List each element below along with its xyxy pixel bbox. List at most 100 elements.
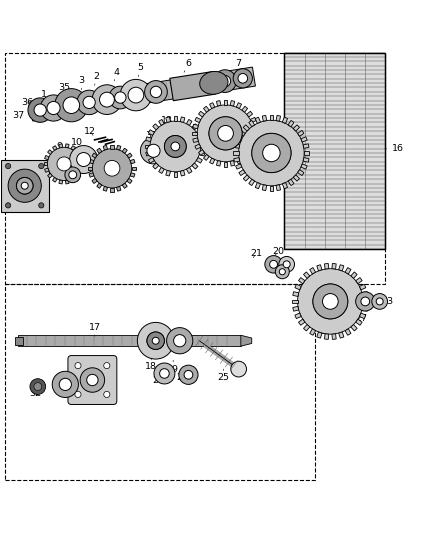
Circle shape <box>297 269 363 334</box>
Polygon shape <box>122 183 127 188</box>
Polygon shape <box>242 155 247 160</box>
Polygon shape <box>304 272 310 278</box>
Polygon shape <box>81 163 84 165</box>
Text: 27: 27 <box>355 314 367 324</box>
Polygon shape <box>209 158 215 164</box>
Circle shape <box>8 169 41 203</box>
Polygon shape <box>76 150 81 155</box>
Text: 8: 8 <box>11 173 25 182</box>
Text: 6: 6 <box>184 59 191 72</box>
Polygon shape <box>317 332 322 338</box>
Circle shape <box>283 261 290 268</box>
Circle shape <box>47 147 81 181</box>
Polygon shape <box>255 183 261 189</box>
Circle shape <box>6 164 11 169</box>
Circle shape <box>209 117 242 150</box>
Circle shape <box>265 256 283 273</box>
Text: 13: 13 <box>161 116 173 129</box>
Circle shape <box>57 157 71 171</box>
Circle shape <box>372 294 388 309</box>
Polygon shape <box>153 163 159 169</box>
Polygon shape <box>192 163 198 169</box>
Polygon shape <box>230 160 235 166</box>
Polygon shape <box>159 119 164 125</box>
Circle shape <box>92 149 132 188</box>
Text: 25: 25 <box>217 369 230 382</box>
Polygon shape <box>145 144 150 148</box>
Polygon shape <box>198 150 205 156</box>
Polygon shape <box>304 151 309 155</box>
Circle shape <box>164 135 186 157</box>
Polygon shape <box>356 278 362 284</box>
Polygon shape <box>303 158 309 162</box>
Circle shape <box>361 297 370 306</box>
Polygon shape <box>110 144 114 149</box>
Polygon shape <box>48 173 52 178</box>
Circle shape <box>39 203 44 208</box>
Circle shape <box>164 135 186 157</box>
Polygon shape <box>241 335 252 346</box>
Circle shape <box>77 90 101 115</box>
Text: 20: 20 <box>272 247 284 256</box>
Circle shape <box>147 332 164 350</box>
Circle shape <box>376 298 383 305</box>
Polygon shape <box>230 101 235 106</box>
Polygon shape <box>216 101 221 106</box>
Polygon shape <box>89 173 94 177</box>
Polygon shape <box>283 183 288 189</box>
Text: 5: 5 <box>138 63 143 77</box>
Polygon shape <box>298 169 304 175</box>
Polygon shape <box>251 144 256 149</box>
Circle shape <box>104 160 120 176</box>
Text: 30: 30 <box>78 378 90 387</box>
Polygon shape <box>310 329 316 335</box>
Polygon shape <box>79 156 83 160</box>
Polygon shape <box>153 124 159 130</box>
Text: 16: 16 <box>385 144 404 153</box>
Polygon shape <box>130 159 135 164</box>
Polygon shape <box>310 268 316 274</box>
Polygon shape <box>97 183 102 188</box>
Polygon shape <box>48 150 52 155</box>
Polygon shape <box>71 177 75 182</box>
Polygon shape <box>196 158 202 163</box>
Circle shape <box>55 88 88 122</box>
Polygon shape <box>166 117 170 123</box>
Polygon shape <box>196 130 202 135</box>
Ellipse shape <box>200 71 228 94</box>
Polygon shape <box>298 131 304 136</box>
Text: 14: 14 <box>213 107 225 120</box>
Text: 10: 10 <box>71 138 83 151</box>
Polygon shape <box>65 144 69 148</box>
Polygon shape <box>117 187 121 191</box>
Polygon shape <box>193 138 198 142</box>
Polygon shape <box>303 144 309 148</box>
Polygon shape <box>254 132 259 135</box>
Polygon shape <box>89 159 94 164</box>
Circle shape <box>197 105 254 161</box>
Text: 29: 29 <box>152 372 164 384</box>
Polygon shape <box>103 187 108 191</box>
Text: 17: 17 <box>88 323 101 336</box>
Circle shape <box>69 171 77 179</box>
Circle shape <box>231 361 247 377</box>
Polygon shape <box>192 132 197 135</box>
Circle shape <box>40 95 67 121</box>
Circle shape <box>233 69 252 88</box>
Polygon shape <box>345 329 351 335</box>
Polygon shape <box>247 150 253 156</box>
Bar <box>14 337 23 344</box>
Circle shape <box>65 167 81 183</box>
Polygon shape <box>187 119 192 125</box>
Circle shape <box>28 98 53 123</box>
Polygon shape <box>173 172 177 176</box>
Polygon shape <box>247 111 253 117</box>
Polygon shape <box>251 117 256 123</box>
Polygon shape <box>236 103 241 109</box>
Polygon shape <box>30 67 255 121</box>
Circle shape <box>52 372 78 398</box>
Circle shape <box>99 92 114 107</box>
Polygon shape <box>288 120 294 127</box>
Polygon shape <box>293 125 300 131</box>
Circle shape <box>150 121 201 172</box>
